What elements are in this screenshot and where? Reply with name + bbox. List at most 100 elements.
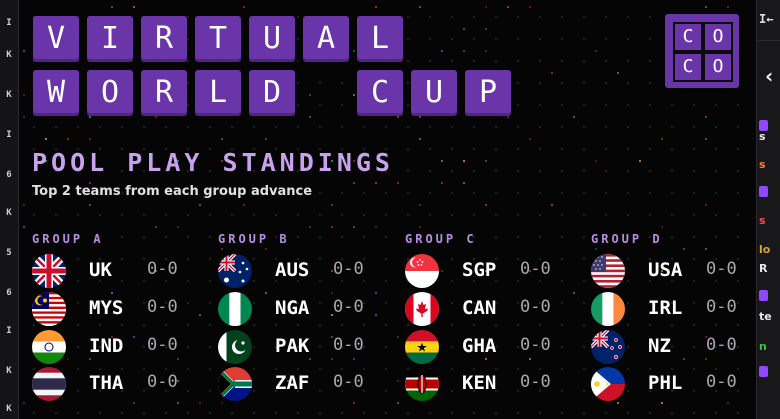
chat-line-fragment: K bbox=[6, 404, 12, 414]
team-code: KEN bbox=[462, 372, 497, 394]
team-code: AUS bbox=[275, 259, 310, 281]
india-flag-icon bbox=[32, 330, 66, 364]
team-row: UK 0-0 bbox=[32, 253, 212, 289]
team-row: PHL 0-0 bbox=[591, 366, 756, 402]
team-row: PAK 0-0 bbox=[218, 329, 398, 365]
team-code: MYS bbox=[89, 297, 124, 319]
chat-message-fragment: s bbox=[759, 158, 766, 171]
team-code: NGA bbox=[275, 297, 310, 319]
chat-line-fragment: 6 bbox=[6, 170, 12, 180]
title-letter-tile: U bbox=[411, 70, 457, 116]
back-chevron-icon[interactable]: ‹ bbox=[765, 64, 774, 88]
chat-message-fragment: lo bbox=[759, 243, 771, 256]
chat-line-fragment: I bbox=[6, 18, 12, 28]
team-row: SGP 0-0 bbox=[405, 253, 585, 289]
chat-badge-icon bbox=[759, 186, 768, 197]
chat-message-fragment: R bbox=[759, 262, 768, 275]
team-code: SGP bbox=[462, 259, 497, 281]
right-panel-header: I← bbox=[757, 0, 780, 41]
malaysia-flag-icon bbox=[32, 292, 66, 326]
dot-grid-background bbox=[19, 0, 756, 419]
team-record: 0-0 bbox=[333, 259, 364, 279]
new-zealand-flag-icon bbox=[591, 330, 625, 364]
team-record: 0-0 bbox=[706, 335, 737, 355]
team-row: CAN 0-0 bbox=[405, 291, 585, 327]
chat-line-fragment: 5 bbox=[6, 248, 12, 258]
kenya-flag-icon bbox=[405, 367, 439, 401]
chat-line-fragment: 6 bbox=[6, 288, 12, 298]
title-letter-tile: O bbox=[87, 70, 133, 116]
team-code: USA bbox=[648, 259, 683, 281]
team-row: IRL 0-0 bbox=[591, 291, 756, 327]
team-record: 0-0 bbox=[147, 259, 178, 279]
team-row: NGA 0-0 bbox=[218, 291, 398, 327]
team-record: 0-0 bbox=[520, 297, 551, 317]
title-letter-tile: C bbox=[357, 70, 403, 116]
page-title: POOL PLAY STANDINGS bbox=[32, 148, 394, 177]
team-row: MYS 0-0 bbox=[32, 291, 212, 327]
chat-badge-icon bbox=[759, 120, 768, 131]
title-letter-tile: D bbox=[249, 70, 295, 116]
team-record: 0-0 bbox=[333, 335, 364, 355]
team-record: 0-0 bbox=[706, 372, 737, 392]
group-label: GROUP A bbox=[32, 232, 104, 246]
team-code: PHL bbox=[648, 372, 683, 394]
nigeria-flag-icon bbox=[218, 292, 252, 326]
team-record: 0-0 bbox=[706, 259, 737, 279]
ghana-flag-icon bbox=[405, 330, 439, 364]
team-row: NZ 0-0 bbox=[591, 329, 756, 365]
team-record: 0-0 bbox=[147, 335, 178, 355]
team-row: AUS 0-0 bbox=[218, 253, 398, 289]
title-letter-tile: T bbox=[195, 16, 241, 62]
chat-line-fragment: K bbox=[6, 90, 12, 100]
group-label: GROUP C bbox=[405, 232, 477, 246]
chat-message-fragment: n bbox=[759, 340, 767, 353]
team-code: NZ bbox=[648, 335, 671, 357]
left-chat-strip: I K K I 6 K 5 6 I K K bbox=[0, 0, 19, 419]
team-row: THA 0-0 bbox=[32, 366, 212, 402]
team-code: CAN bbox=[462, 297, 497, 319]
team-record: 0-0 bbox=[147, 372, 178, 392]
team-record: 0-0 bbox=[333, 297, 364, 317]
group-label: GROUP D bbox=[591, 232, 663, 246]
singapore-flag-icon bbox=[405, 254, 439, 288]
title-letter-tile: U bbox=[249, 16, 295, 62]
chat-line-fragment: K bbox=[6, 208, 12, 218]
collapse-icon[interactable]: I← bbox=[759, 12, 774, 26]
chat-badge-icon bbox=[759, 366, 768, 377]
team-code: ZAF bbox=[275, 372, 310, 394]
chat-message-fragment: s bbox=[759, 214, 766, 227]
south-africa-flag-icon bbox=[218, 367, 252, 401]
chat-line-fragment: I bbox=[6, 130, 12, 140]
subtitle: Top 2 teams from each group advance bbox=[32, 184, 313, 199]
usa-flag-icon bbox=[591, 254, 625, 288]
canada-flag-icon bbox=[405, 292, 439, 326]
group-label: GROUP B bbox=[218, 232, 290, 246]
ireland-flag-icon bbox=[591, 292, 625, 326]
chat-badge-icon bbox=[759, 290, 768, 301]
team-code: GHA bbox=[462, 335, 497, 357]
team-record: 0-0 bbox=[520, 335, 551, 355]
title-letter-tile: L bbox=[357, 16, 403, 62]
chat-line-fragment: K bbox=[6, 50, 12, 60]
chat-line-fragment: I bbox=[6, 326, 12, 336]
team-row: IND 0-0 bbox=[32, 329, 212, 365]
title-letter-tile: V bbox=[33, 16, 79, 62]
title-letter-tile: L bbox=[195, 70, 241, 116]
thailand-flag-icon bbox=[32, 367, 66, 401]
title-letter-tile: R bbox=[141, 70, 187, 116]
logo-letter: O bbox=[703, 52, 733, 82]
philippines-flag-icon bbox=[591, 367, 625, 401]
uk-flag-icon bbox=[32, 254, 66, 288]
team-record: 0-0 bbox=[520, 372, 551, 392]
chat-message-fragment: s bbox=[759, 130, 766, 143]
team-record: 0-0 bbox=[706, 297, 737, 317]
logo-letter: C bbox=[673, 22, 703, 52]
chat-line-fragment: K bbox=[6, 366, 12, 376]
team-row: GHA 0-0 bbox=[405, 329, 585, 365]
title-letter-tile: W bbox=[33, 70, 79, 116]
title-letter-tile: A bbox=[303, 16, 349, 62]
title-letter-tile: R bbox=[141, 16, 187, 62]
